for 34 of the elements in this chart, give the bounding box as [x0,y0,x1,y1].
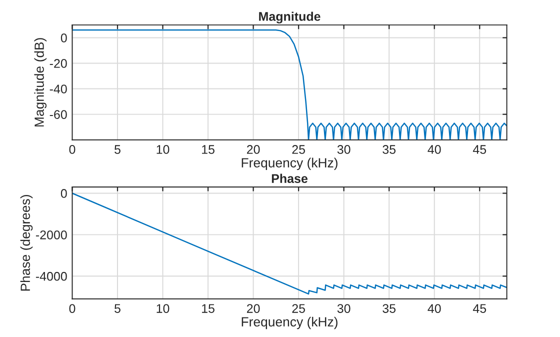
x-tick-label: 25 [292,145,305,154]
x-tick-label: 0 [69,304,76,313]
x-tick-label: 35 [382,145,396,154]
y-axis-title: Magnitude (dB) [34,38,47,126]
x-tick-label: 35 [382,304,396,313]
y-tick-label: -40 [50,84,67,94]
chart-title: Magnitude [259,12,320,24]
x-tick-label: 5 [114,145,120,154]
x-tick-label: 45 [472,304,486,313]
y-tick-label: -20 [50,59,67,68]
x-tick-label: 15 [202,304,214,313]
y-tick-label: -4000 [36,272,67,281]
x-tick-label: 25 [292,304,305,313]
chart-title: Phase [272,174,308,183]
x-tick-label: 10 [156,304,170,313]
x-tick-label: 45 [472,145,486,154]
y-tick-label: 0 [60,189,67,198]
x-tick-label: 20 [246,304,260,313]
x-tick-label: 0 [69,145,76,154]
y-axis-title: Phase (degrees) [20,195,33,291]
x-axis-title: Frequency (kHz) [242,316,338,330]
line-series [72,192,507,295]
y-tick-label: 0 [60,34,67,42]
x-tick-label: 40 [428,145,441,154]
x-tick-label: 15 [202,145,214,154]
y-tick-label: -60 [50,110,67,119]
x-tick-label: 20 [246,145,260,154]
x-tick-label: 30 [337,304,350,313]
x-axis-title: Frequency (kHz) [242,158,338,170]
x-tick-label: 30 [337,145,350,154]
x-tick-label: 40 [428,304,441,313]
y-tick-label: -2000 [36,230,67,240]
x-tick-label: 10 [156,145,170,154]
x-tick-label: 5 [114,304,120,313]
